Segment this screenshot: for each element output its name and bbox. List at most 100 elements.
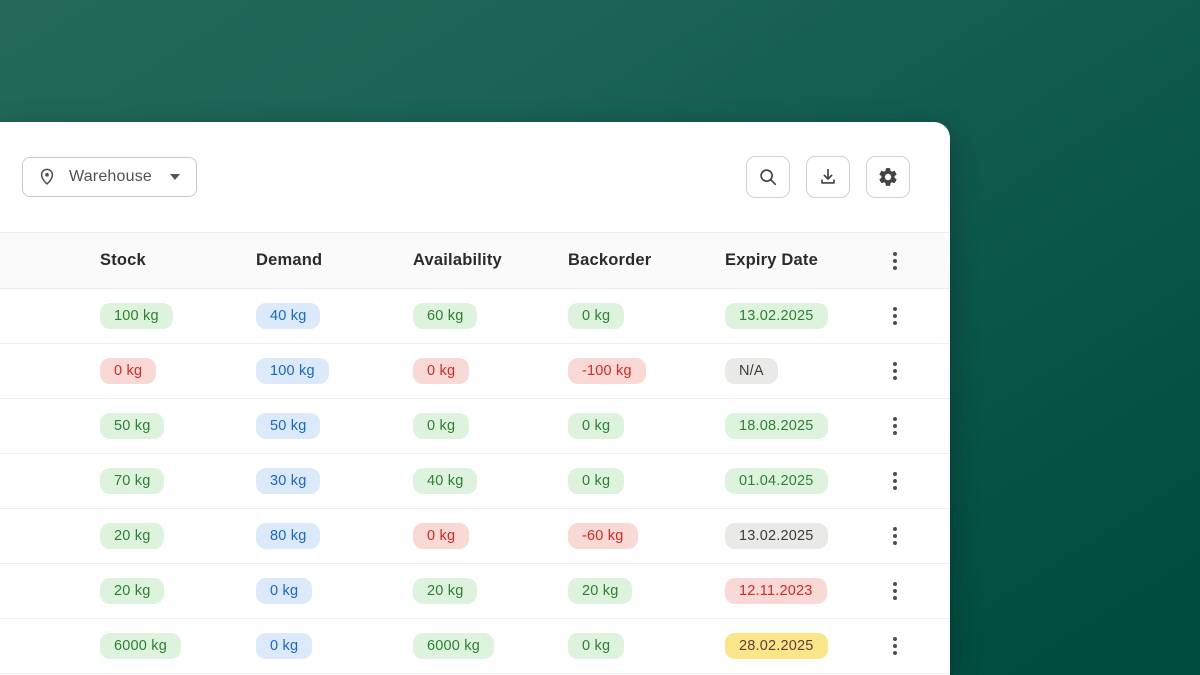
cell-stock: 0 kg [100, 358, 256, 384]
table-body: 100 kg 40 kg 60 kg 0 kg 13.02.2025 0 kg 100 kg… [0, 289, 950, 674]
stock-badge: 20 kg [100, 578, 165, 604]
header-row-menu-button[interactable] [887, 246, 903, 276]
cell-expiry-date: 13.02.2025 [725, 523, 870, 549]
cell-expiry-date: 01.04.2025 [725, 468, 870, 494]
demand-badge: 80 kg [256, 523, 321, 549]
availability-badge: 60 kg [413, 303, 478, 329]
expiry-date-badge: 18.08.2025 [725, 413, 828, 439]
inventory-card: Warehouse [0, 122, 950, 675]
cell-expiry-date: 13.02.2025 [725, 303, 870, 329]
table-row: 0 kg 100 kg 0 kg -100 kg N/A [0, 344, 950, 399]
table-row: 20 kg 0 kg 20 kg 20 kg 12.11.2023 [0, 564, 950, 619]
row-menu-button[interactable] [887, 356, 903, 386]
row-menu-button[interactable] [887, 411, 903, 441]
availability-badge: 6000 kg [413, 633, 494, 659]
expiry-date-badge: 13.02.2025 [725, 303, 828, 329]
cell-backorder: -100 kg [568, 358, 725, 384]
cell-expiry-date: 12.11.2023 [725, 578, 870, 604]
kebab-icon [893, 417, 897, 435]
expiry-date-badge: 12.11.2023 [725, 578, 827, 604]
column-header-expiry-date: Expiry Date [725, 251, 818, 269]
cell-availability: 0 kg [413, 413, 568, 439]
table-row: 6000 kg 0 kg 6000 kg 0 kg 28.02.2025 [0, 619, 950, 674]
kebab-icon [893, 362, 897, 380]
settings-button[interactable] [866, 156, 910, 198]
demand-badge: 100 kg [256, 358, 329, 384]
cell-expiry-date: 28.02.2025 [725, 633, 870, 659]
stock-badge: 20 kg [100, 523, 165, 549]
cell-availability: 20 kg [413, 578, 568, 604]
location-pin-icon [37, 166, 57, 189]
backorder-badge: -60 kg [568, 523, 638, 549]
cell-expiry-date: N/A [725, 358, 870, 384]
cell-stock: 50 kg [100, 413, 256, 439]
cell-stock: 20 kg [100, 523, 256, 549]
cell-availability: 6000 kg [413, 633, 568, 659]
kebab-icon [893, 251, 897, 270]
column-header-backorder: Backorder [568, 251, 652, 269]
table-row: 100 kg 40 kg 60 kg 0 kg 13.02.2025 [0, 289, 950, 344]
stock-badge: 70 kg [100, 468, 165, 494]
row-menu-button[interactable] [887, 466, 903, 496]
cell-backorder: 0 kg [568, 413, 725, 439]
availability-badge: 0 kg [413, 358, 470, 384]
row-menu-button[interactable] [887, 521, 903, 551]
kebab-icon [893, 527, 897, 545]
availability-badge: 0 kg [413, 413, 470, 439]
availability-badge: 40 kg [413, 468, 478, 494]
cell-backorder: 0 kg [568, 468, 725, 494]
column-header-demand: Demand [256, 251, 323, 269]
availability-badge: 0 kg [413, 523, 470, 549]
cell-backorder: 0 kg [568, 303, 725, 329]
chevron-down-icon [170, 174, 181, 180]
cell-demand: 50 kg [256, 413, 413, 439]
backorder-badge: 0 kg [568, 468, 625, 494]
cell-stock: 100 kg [100, 303, 256, 329]
cell-availability: 0 kg [413, 358, 568, 384]
cell-demand: 100 kg [256, 358, 413, 384]
cell-demand: 40 kg [256, 303, 413, 329]
expiry-date-badge: N/A [725, 358, 778, 384]
row-menu-button[interactable] [887, 576, 903, 606]
warehouse-dropdown-label: Warehouse [69, 168, 153, 185]
kebab-icon [893, 637, 897, 655]
table-row: 20 kg 80 kg 0 kg -60 kg 13.02.2025 [0, 509, 950, 564]
backorder-badge: 20 kg [568, 578, 633, 604]
cell-demand: 30 kg [256, 468, 413, 494]
cell-backorder: 0 kg [568, 633, 725, 659]
demand-badge: 0 kg [256, 633, 313, 659]
cell-availability: 60 kg [413, 303, 568, 329]
table-row: 70 kg 30 kg 40 kg 0 kg 01.04.2025 [0, 454, 950, 509]
search-button[interactable] [746, 156, 790, 198]
cell-demand: 0 kg [256, 633, 413, 659]
column-header-availability: Availability [413, 251, 502, 269]
warehouse-dropdown[interactable]: Warehouse [22, 157, 198, 197]
row-menu-button[interactable] [887, 631, 903, 661]
cell-demand: 80 kg [256, 523, 413, 549]
demand-badge: 50 kg [256, 413, 321, 439]
expiry-date-badge: 01.04.2025 [725, 468, 828, 494]
stock-badge: 100 kg [100, 303, 173, 329]
toolbar-actions [746, 156, 910, 198]
stock-badge: 0 kg [100, 358, 157, 384]
download-button[interactable] [806, 156, 850, 198]
cell-stock: 6000 kg [100, 633, 256, 659]
backorder-badge: -100 kg [568, 358, 646, 384]
stock-badge: 50 kg [100, 413, 165, 439]
gear-icon [877, 166, 899, 188]
cell-backorder: 20 kg [568, 578, 725, 604]
availability-badge: 20 kg [413, 578, 478, 604]
stock-badge: 6000 kg [100, 633, 181, 659]
cell-demand: 0 kg [256, 578, 413, 604]
cell-expiry-date: 18.08.2025 [725, 413, 870, 439]
demand-badge: 30 kg [256, 468, 321, 494]
kebab-icon [893, 307, 897, 325]
download-icon [817, 166, 839, 188]
kebab-icon [893, 582, 897, 600]
backorder-badge: 0 kg [568, 303, 625, 329]
toolbar: Warehouse [0, 122, 950, 232]
row-menu-button[interactable] [887, 301, 903, 331]
cell-stock: 20 kg [100, 578, 256, 604]
demand-badge: 0 kg [256, 578, 313, 604]
cell-availability: 40 kg [413, 468, 568, 494]
